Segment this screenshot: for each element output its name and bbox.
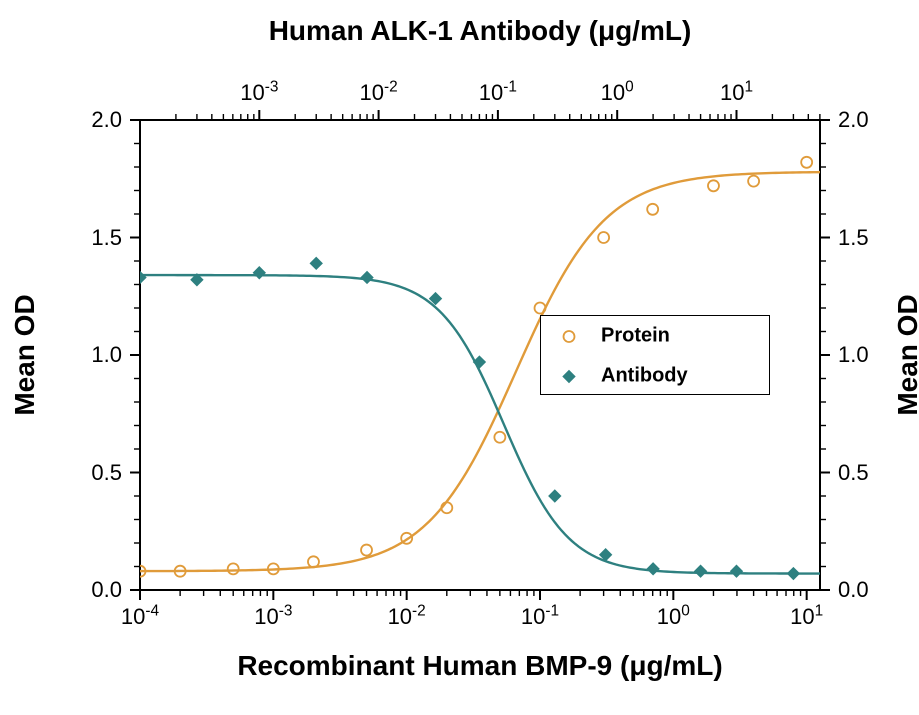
antibody-legend-icon: [555, 366, 583, 386]
legend-item-label: Protein: [601, 325, 670, 348]
chart-root: Human ALK-1 Antibody (μg/mL) Recombinant…: [0, 0, 919, 715]
x-bottom-tick-label: 100: [657, 604, 690, 630]
x-top-tick-label: 100: [601, 80, 634, 106]
legend-item: Protein: [555, 325, 670, 348]
y-left-tick-label: 2.0: [91, 107, 122, 133]
x-bottom-tick-label: 10-4: [121, 604, 159, 630]
x-bottom-tick-label: 10-3: [254, 604, 292, 630]
x-top-tick-label: 10-1: [479, 80, 517, 106]
y-right-tick-label: 2.0: [838, 107, 869, 133]
x-bottom-tick-label: 101: [790, 604, 823, 630]
x-top-tick-label: 10-2: [360, 80, 398, 106]
x-bottom-tick-label: 10-2: [388, 604, 426, 630]
y-left-tick-label: 0.0: [91, 577, 122, 603]
x-bottom-tick-label: 10-1: [521, 604, 559, 630]
y-right-tick-label: 1.5: [838, 225, 869, 251]
y-right-tick-label: 0.5: [838, 460, 869, 486]
protein-legend-icon: [555, 326, 583, 346]
x-top-tick-label: 10-3: [240, 80, 278, 106]
y-left-tick-label: 0.5: [91, 460, 122, 486]
legend-item-label: Antibody: [601, 365, 688, 388]
x-top-tick-label: 101: [720, 80, 753, 106]
y-right-tick-label: 1.0: [838, 342, 869, 368]
y-left-tick-label: 1.0: [91, 342, 122, 368]
y-left-tick-label: 1.5: [91, 225, 122, 251]
legend-box: Protein Antibody: [540, 315, 770, 395]
legend-item: Antibody: [555, 365, 688, 388]
y-right-tick-label: 0.0: [838, 577, 869, 603]
